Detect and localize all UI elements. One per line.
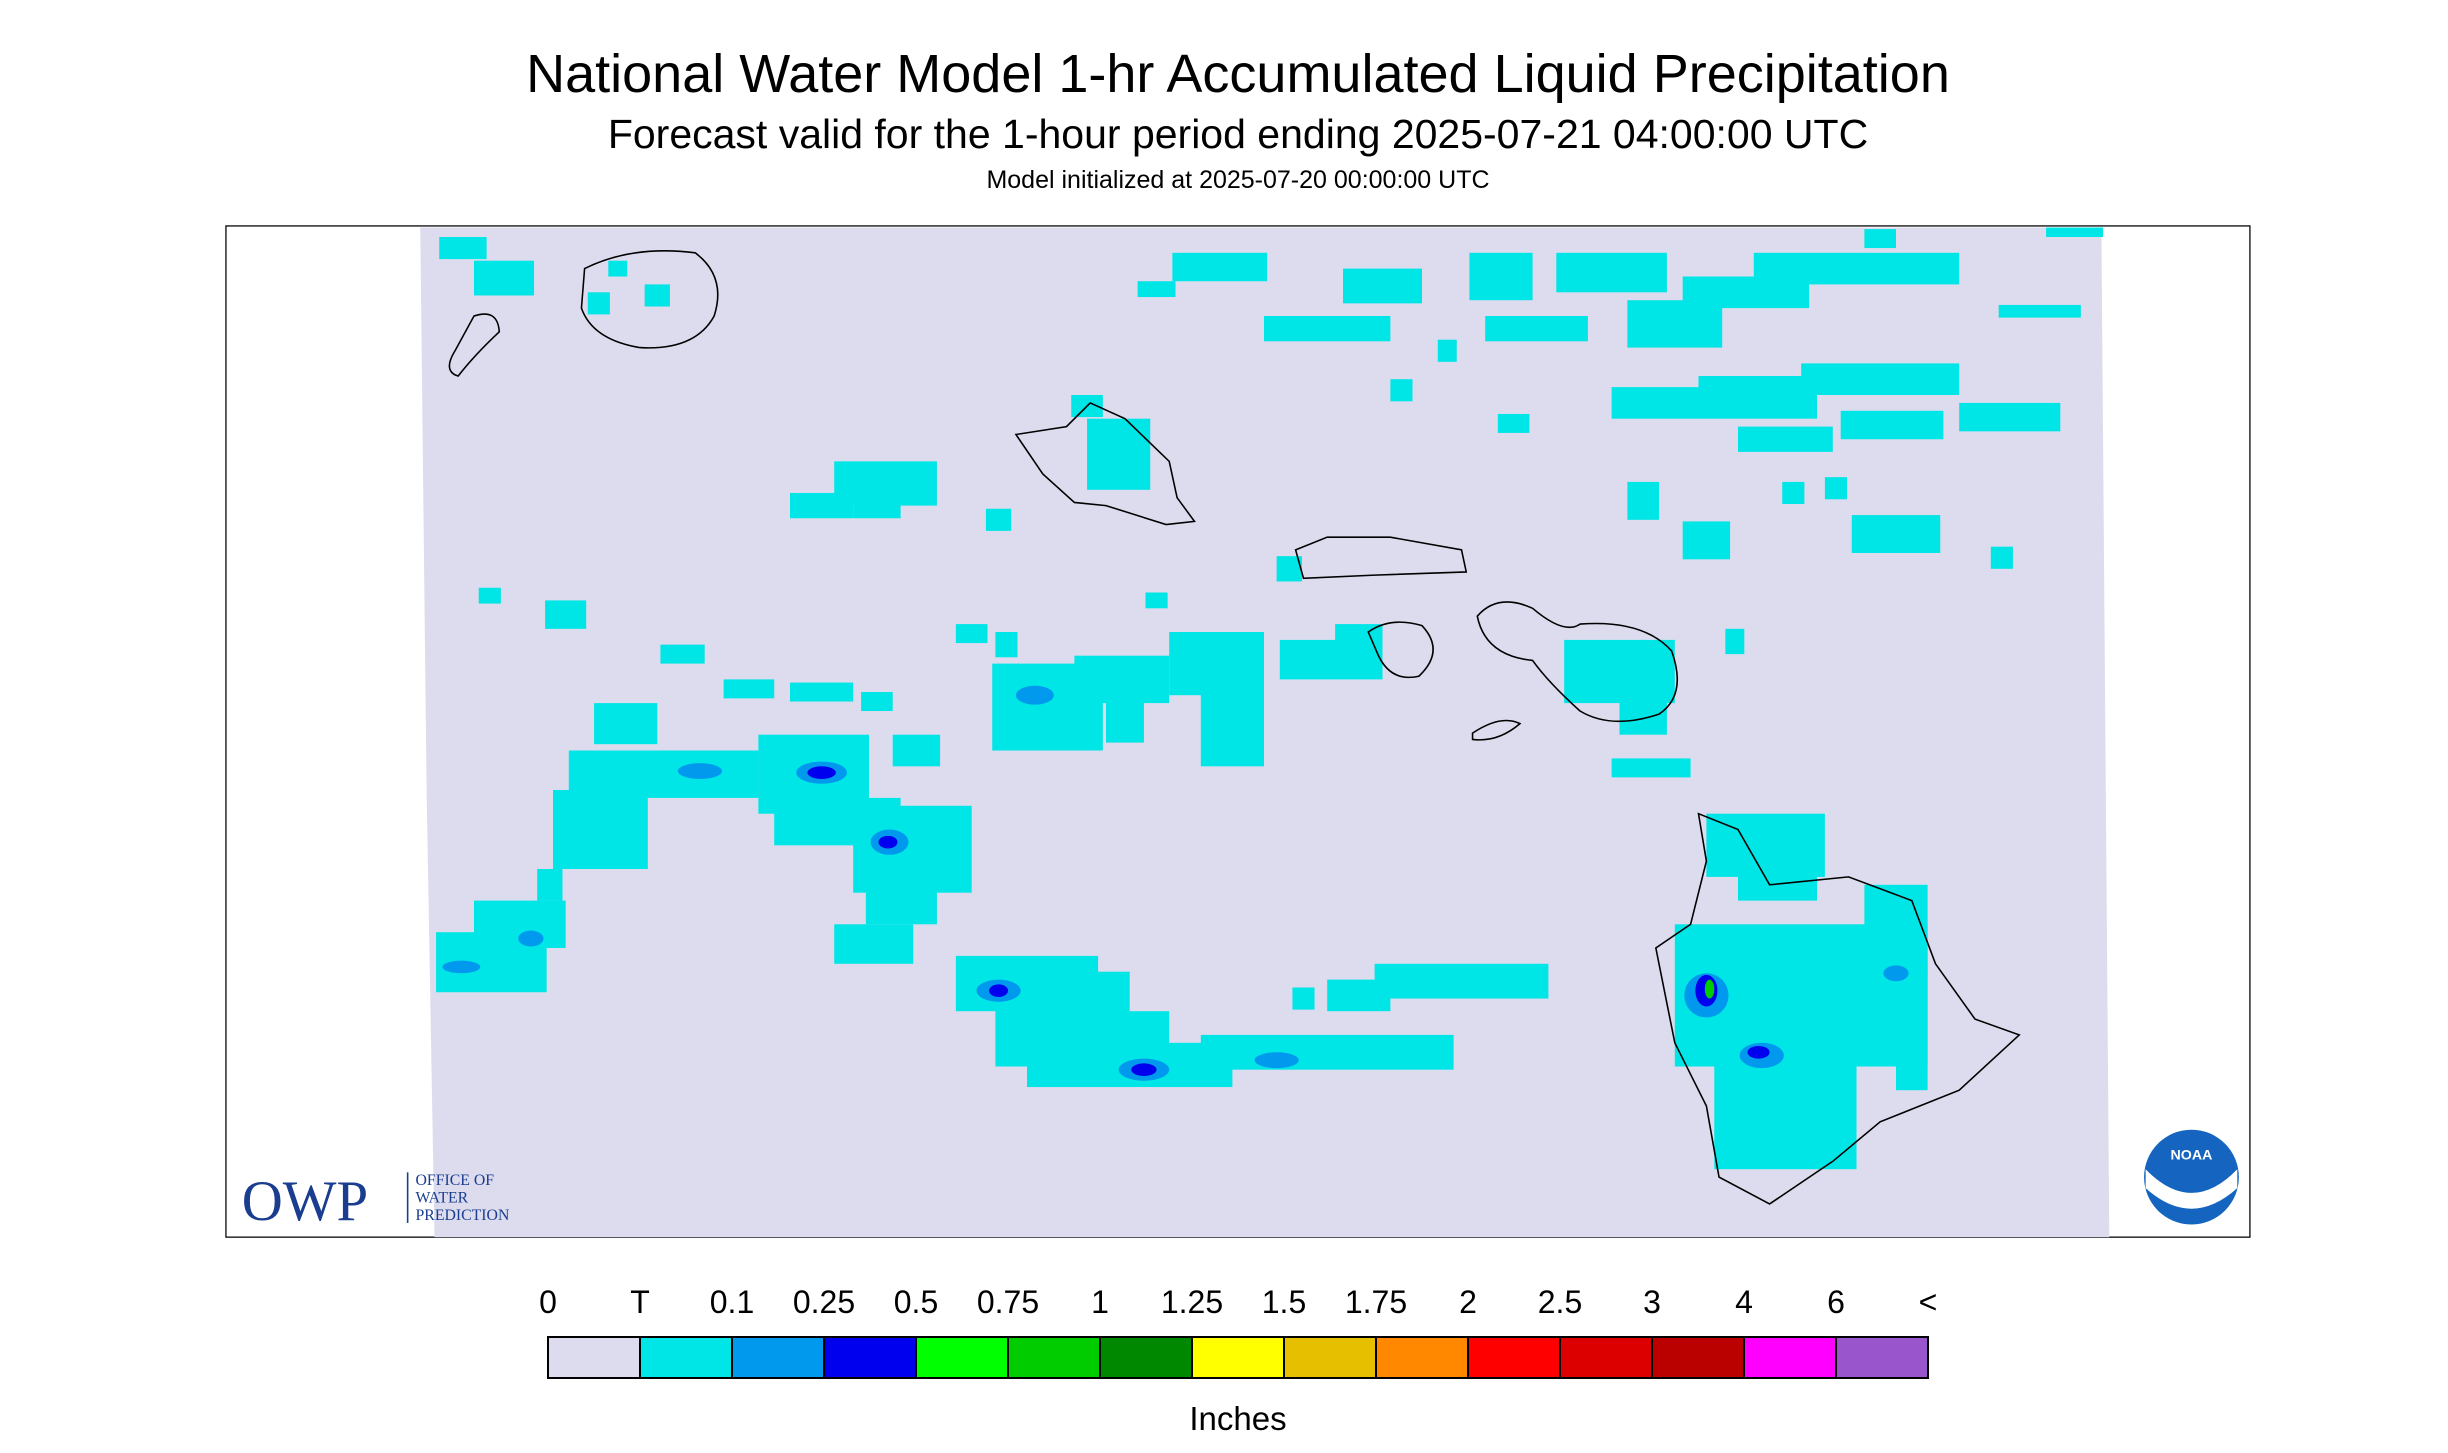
- legend-swatch: [1007, 1336, 1101, 1379]
- legend-label: 1.5: [1262, 1284, 1306, 1320]
- noaa-logo: [2144, 1129, 2239, 1225]
- legend-unit: Inches: [1189, 1400, 1286, 1437]
- legend-label: 0: [539, 1284, 557, 1320]
- legend-label: 0.25: [793, 1284, 855, 1320]
- owp-line: OFFICE OF: [416, 1172, 495, 1189]
- legend-label: 0.75: [977, 1284, 1039, 1320]
- legend-swatch: [731, 1336, 825, 1379]
- title: National Water Model 1-hr Accumulated Li…: [526, 44, 1950, 104]
- legend-swatch: [1191, 1336, 1285, 1379]
- legend-label: <: [1919, 1284, 1938, 1320]
- legend-label: 0.5: [894, 1284, 938, 1320]
- noaa-text: NOAA: [2171, 1148, 2213, 1164]
- legend-label: 1.25: [1161, 1284, 1223, 1320]
- legend-label: 4: [1735, 1284, 1753, 1320]
- subtitle: Forecast valid for the 1-hour period end…: [608, 111, 1868, 157]
- legend-swatch: [915, 1336, 1009, 1379]
- legend-swatch: [1743, 1336, 1837, 1379]
- owp-line: WATER: [416, 1189, 469, 1206]
- legend-label: 1.75: [1345, 1284, 1407, 1320]
- legend-swatch: [1835, 1336, 1929, 1379]
- legend-label: 2: [1459, 1284, 1477, 1320]
- legend: 0 T 0.1 0.25 0.5 0.75 1 1.25 1.5 1.75 2 2.5 3 4 6 <: [539, 1284, 1938, 1379]
- owp-line: PREDICTION: [416, 1207, 510, 1224]
- init-time: Model initialized at 2025-07-20 00:00:00…: [986, 166, 1489, 194]
- precip-heavy: [1704, 979, 1715, 999]
- legend-swatch: [1375, 1336, 1469, 1379]
- legend-label: T: [630, 1284, 650, 1320]
- legend-swatch: [639, 1336, 733, 1379]
- precip-trace: [436, 227, 2103, 1170]
- legend-swatch: [1559, 1336, 1653, 1379]
- legend-label: 6: [1827, 1284, 1845, 1320]
- legend-label: 0.1: [710, 1284, 754, 1320]
- legend-label: 3: [1643, 1284, 1661, 1320]
- legend-swatch: [1467, 1336, 1561, 1379]
- legend-swatch: [547, 1336, 641, 1379]
- coastlines: [448, 250, 2021, 1205]
- legend-label: 2.5: [1538, 1284, 1582, 1320]
- legend-swatch: [1099, 1336, 1193, 1379]
- owp-logo: OWP: [242, 1170, 368, 1233]
- legend-label: 1: [1091, 1284, 1109, 1320]
- map: OWP OFFICE OF WATER PREDICTION NOAA: [225, 225, 2251, 1238]
- legend-swatch: [1283, 1336, 1377, 1379]
- legend-swatch: [823, 1336, 917, 1379]
- legend-swatch: [1651, 1336, 1745, 1379]
